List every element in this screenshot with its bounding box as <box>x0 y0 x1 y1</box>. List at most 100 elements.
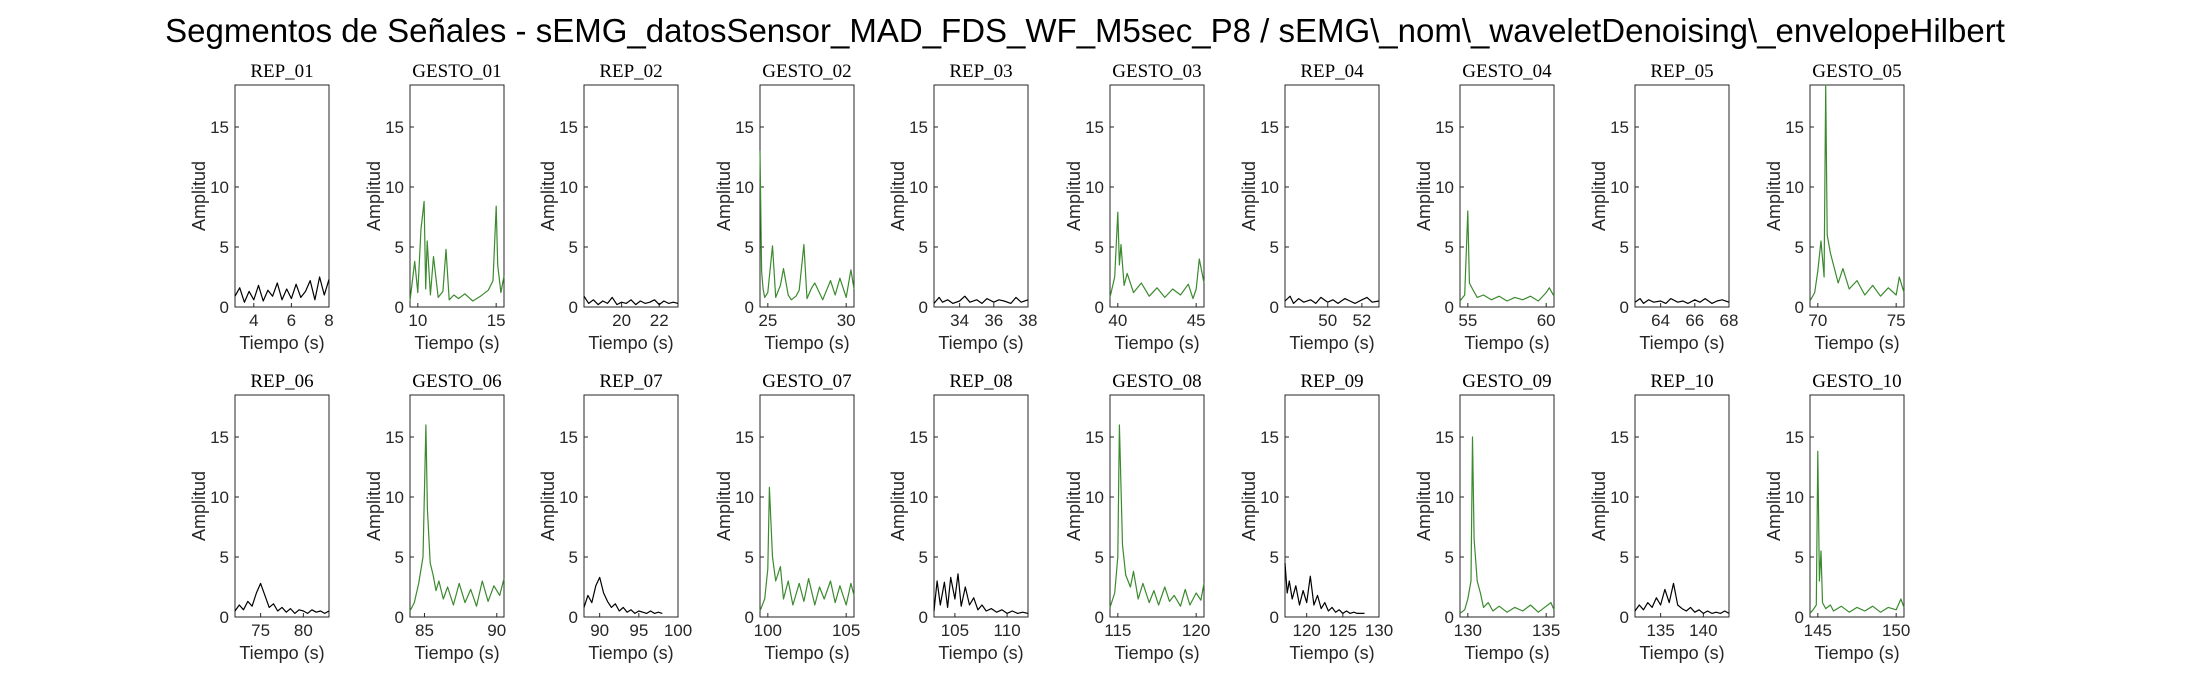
x-axis-label: Tiempo (s) <box>1814 333 1899 353</box>
y-tick-label: 5 <box>1795 238 1804 257</box>
plot-area <box>1809 84 1905 308</box>
x-axis-label: Tiempo (s) <box>1639 333 1724 353</box>
y-tick-label: 15 <box>735 118 754 137</box>
x-tick-label: 75 <box>251 621 270 640</box>
x-tick-label: 130 <box>1365 621 1393 640</box>
plot-area <box>1284 84 1380 308</box>
x-tick-label: 90 <box>487 621 506 640</box>
y-tick-label: 10 <box>1260 178 1279 197</box>
x-tick-label: 20 <box>612 311 631 330</box>
subplot-13: REP_07 0 5 10 15 90 95 100 Tiempo (s) Amplitud <box>538 371 692 663</box>
y-axis-label: Amplitud <box>714 161 734 231</box>
signal-line <box>759 486 855 612</box>
plot-area <box>1459 394 1555 618</box>
subplot-title: GESTO_05 <box>1812 61 1901 82</box>
x-tick-label: 150 <box>1882 621 1910 640</box>
y-tick-label: 15 <box>210 118 229 137</box>
y-tick-label: 15 <box>1610 118 1629 137</box>
x-tick-label: 80 <box>294 621 313 640</box>
subplot-title: REP_09 <box>1300 371 1363 392</box>
signal-line <box>1809 84 1905 302</box>
x-tick-label: 10 <box>408 311 427 330</box>
y-tick-label: 0 <box>1445 608 1454 627</box>
x-axis-label: Tiempo (s) <box>414 333 499 353</box>
y-axis-label: Amplitud <box>1764 471 1784 541</box>
signal-line <box>234 276 330 303</box>
x-axis-label: Tiempo (s) <box>1114 333 1199 353</box>
x-tick-label: 95 <box>629 621 648 640</box>
y-tick-label: 5 <box>395 548 404 567</box>
x-axis-label: Tiempo (s) <box>1639 643 1724 663</box>
y-axis-label: Amplitud <box>1589 471 1609 541</box>
y-axis-label: Amplitud <box>189 471 209 541</box>
signal-line <box>1109 424 1205 608</box>
subplot-9: REP_05 0 5 10 15 64 66 68 Tiempo (s) Amplitud <box>1589 61 1738 353</box>
y-tick-label: 10 <box>1435 178 1454 197</box>
plot-area <box>583 84 679 308</box>
subplot-6: GESTO_03 0 5 10 15 40 45 Tiempo (s) Amplitud <box>1064 61 1206 353</box>
y-axis-label: Amplitud <box>1064 471 1084 541</box>
x-tick-label: 30 <box>837 311 856 330</box>
plot-area <box>583 394 679 618</box>
subplot-title: REP_03 <box>949 61 1012 82</box>
x-tick-label: 105 <box>941 621 969 640</box>
y-tick-label: 10 <box>1085 488 1104 507</box>
plot-area <box>234 394 330 618</box>
x-tick-label: 4 <box>249 311 258 330</box>
x-tick-label: 125 <box>1329 621 1357 640</box>
y-tick-label: 15 <box>385 118 404 137</box>
subplot-5: REP_03 0 5 10 15 34 36 38 Tiempo (s) Amplitud <box>888 61 1037 353</box>
subplot-11: REP_06 0 5 10 15 75 80 Tiempo (s) Amplitud <box>189 371 330 663</box>
x-tick-label: 140 <box>1689 621 1717 640</box>
y-tick-label: 5 <box>220 548 229 567</box>
figure-title: Segmentos de Señales - sEMG_datosSensor_… <box>165 12 2005 49</box>
subplot-title: REP_08 <box>949 371 1012 392</box>
signal-line <box>933 295 1029 304</box>
x-tick-label: 115 <box>1104 621 1131 640</box>
x-tick-label: 145 <box>1804 621 1832 640</box>
x-tick-label: 15 <box>487 311 506 330</box>
subplot-title: GESTO_06 <box>412 371 501 392</box>
y-tick-label: 10 <box>1610 488 1629 507</box>
signal-line <box>933 573 1029 615</box>
y-axis-label: Amplitud <box>364 471 384 541</box>
subplot-3: REP_02 0 5 10 15 20 22 Tiempo (s) Amplitud <box>538 61 679 353</box>
subplot-title: GESTO_09 <box>1462 371 1551 392</box>
signal-line <box>583 295 679 306</box>
x-tick-label: 34 <box>950 311 969 330</box>
signal-line <box>409 200 505 302</box>
subplot-4: GESTO_02 0 5 10 15 25 30 Tiempo (s) Amplitud <box>714 61 856 353</box>
y-tick-label: 10 <box>1785 488 1804 507</box>
y-tick-label: 0 <box>1270 608 1279 627</box>
x-tick-label: 38 <box>1019 311 1038 330</box>
plot-area <box>1109 84 1205 308</box>
y-tick-label: 10 <box>559 488 578 507</box>
subplot-8: GESTO_04 0 5 10 15 55 60 Tiempo (s) Amplitud <box>1414 61 1556 353</box>
x-tick-label: 100 <box>664 621 692 640</box>
subplot-title: GESTO_10 <box>1812 371 1901 392</box>
x-tick-label: 90 <box>590 621 609 640</box>
y-tick-label: 10 <box>1085 178 1104 197</box>
subplot-title: REP_05 <box>1650 61 1713 82</box>
plot-area <box>409 84 505 308</box>
subplot-7: REP_04 0 5 10 15 50 52 Tiempo (s) Amplitud <box>1239 61 1380 353</box>
subplot-title: GESTO_04 <box>1462 61 1552 82</box>
y-tick-label: 15 <box>559 118 578 137</box>
y-tick-label: 0 <box>1795 608 1804 627</box>
y-axis-label: Amplitud <box>189 161 209 231</box>
subplot-title: REP_07 <box>599 371 662 392</box>
y-tick-label: 15 <box>1610 428 1629 447</box>
y-tick-label: 15 <box>210 428 229 447</box>
subplot-2: GESTO_01 0 5 10 15 10 15 Tiempo (s) Amplitud <box>364 61 506 353</box>
x-axis-label: Tiempo (s) <box>588 333 673 353</box>
x-axis-label: Tiempo (s) <box>938 333 1023 353</box>
x-tick-label: 25 <box>758 311 777 330</box>
x-tick-label: 6 <box>287 311 296 330</box>
y-axis-label: Amplitud <box>888 161 908 231</box>
x-tick-label: 52 <box>1352 311 1371 330</box>
plot-area <box>1459 84 1555 308</box>
x-tick-label: 8 <box>324 311 333 330</box>
y-tick-label: 5 <box>1445 548 1454 567</box>
